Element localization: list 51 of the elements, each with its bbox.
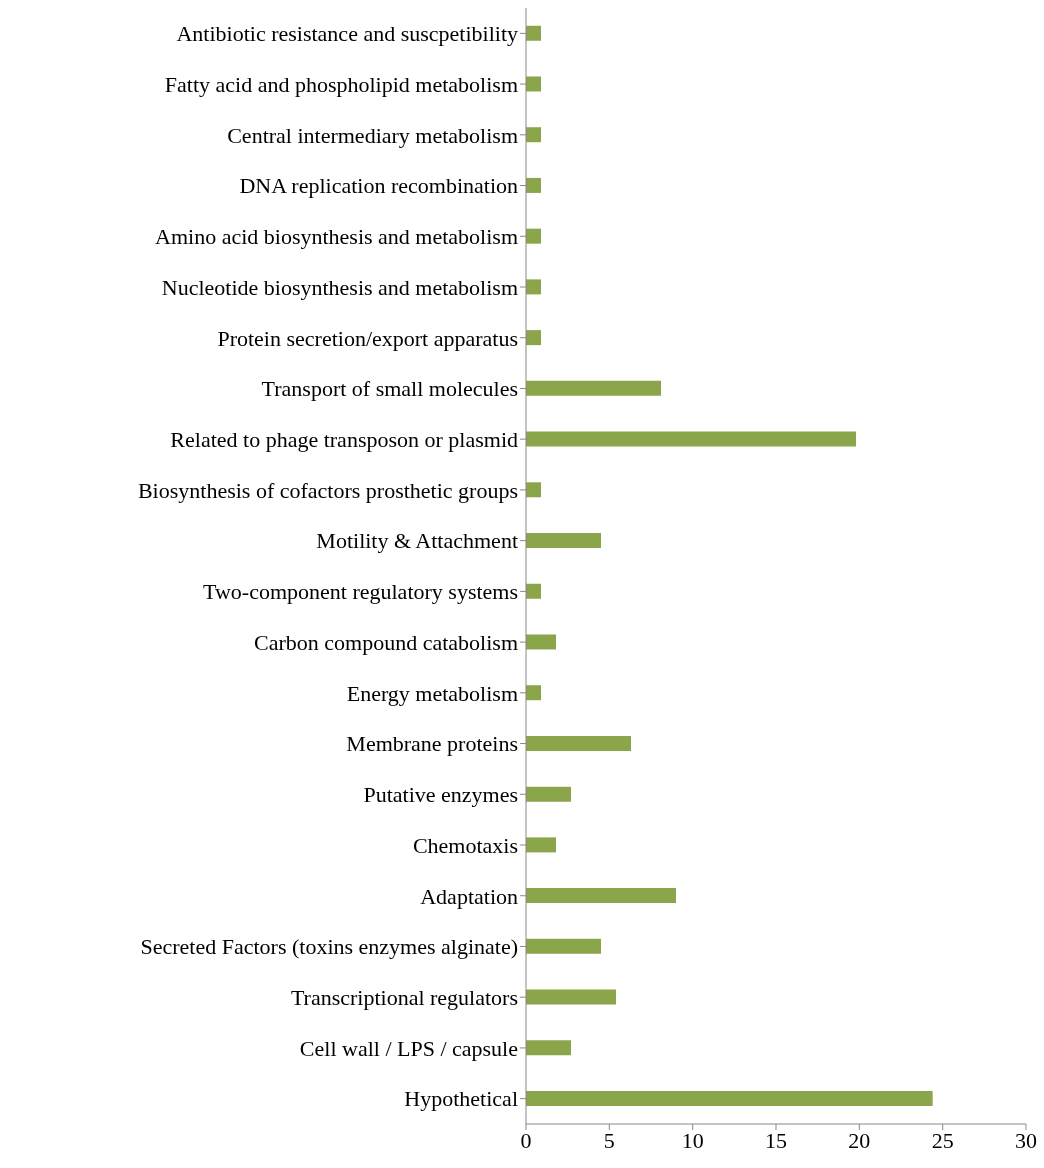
- bar: [526, 634, 556, 650]
- y-tick-label: Central intermediary metabolism: [227, 122, 518, 148]
- y-tick-label: Energy metabolism: [346, 680, 518, 706]
- bar: [526, 482, 541, 498]
- y-tick-label: Putative enzymes: [363, 782, 518, 808]
- x-tick-label: 0: [520, 1127, 532, 1153]
- x-tick-label: 25: [931, 1127, 954, 1153]
- y-tick-label: Motility & Attachment: [316, 528, 518, 554]
- bar: [526, 228, 541, 244]
- y-tick-label: Amino acid biosynthesis and metabolism: [155, 224, 518, 250]
- x-tick-label: 20: [848, 1127, 871, 1153]
- bar: [526, 431, 856, 447]
- y-tick-label: Biosynthesis of cofactors prosthetic groups: [137, 477, 518, 503]
- y-tick-label: Adaptation: [420, 883, 518, 909]
- bar: [526, 938, 601, 954]
- y-tick-label: Transcriptional regulators: [290, 984, 518, 1010]
- bar: [526, 76, 541, 92]
- y-tick-label: Hypothetical: [404, 1086, 518, 1112]
- y-tick-label: Chemotaxis: [412, 832, 518, 858]
- bar: [526, 25, 541, 41]
- y-tick-label: Protein secretion/export apparatus: [217, 325, 518, 351]
- bar: [526, 888, 676, 904]
- y-tick-label: Antibiotic resistance and suscpetibility: [176, 21, 518, 47]
- x-tick-label: 15: [765, 1127, 787, 1153]
- y-tick-label: Cell wall / LPS / capsule: [299, 1035, 518, 1061]
- x-tick-label: 5: [603, 1127, 615, 1153]
- bar: [526, 533, 601, 549]
- bar: [526, 127, 541, 143]
- x-tick-label: 30: [1015, 1127, 1037, 1153]
- bar: [526, 685, 541, 701]
- bar: [526, 989, 616, 1005]
- bar: [526, 583, 541, 599]
- bar: [526, 177, 541, 193]
- bar: [526, 279, 541, 295]
- y-tick-label: DNA replication recombination: [239, 173, 518, 199]
- y-tick-label: Transport of small molecules: [261, 376, 518, 402]
- y-tick-label: Two-component regulatory systems: [203, 579, 518, 605]
- bar: [526, 837, 556, 853]
- bar: [526, 380, 661, 396]
- bar: [526, 1040, 571, 1056]
- bar: [526, 786, 571, 802]
- y-tick-label: Secreted Factors (toxins enzymes alginate): [140, 934, 518, 960]
- y-tick-label: Nucleotide biosynthesis and metabolism: [161, 274, 518, 300]
- x-tick-label: 10: [681, 1127, 704, 1153]
- bar: [526, 330, 541, 346]
- y-tick-label: Fatty acid and phospholipid metabolism: [164, 71, 518, 97]
- y-tick-label: Membrane proteins: [346, 731, 518, 757]
- y-tick-label: Carbon compound catabolism: [254, 629, 518, 655]
- bar: [526, 735, 631, 751]
- y-tick-label: Related to phage transposon or plasmid: [170, 426, 518, 452]
- bar: [526, 1091, 933, 1107]
